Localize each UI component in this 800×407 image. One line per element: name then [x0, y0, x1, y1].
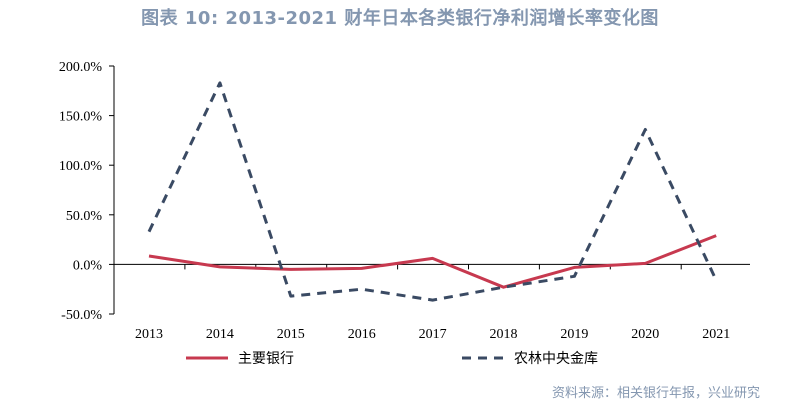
data-point: [217, 264, 222, 269]
data-point: [572, 265, 577, 270]
y-tick-label: 100.0%: [59, 159, 103, 174]
y-tick-label: 0.0%: [73, 258, 103, 273]
y-tick-label: 50.0%: [66, 209, 103, 224]
data-point: [430, 256, 435, 261]
series-line-1: [147, 81, 718, 302]
data-point: [643, 261, 648, 266]
data-point: [359, 266, 364, 271]
y-tick-label: 200.0%: [59, 60, 103, 75]
x-tick-label: 2021: [702, 327, 730, 342]
y-tick-label: -50.0%: [61, 308, 102, 323]
data-point: [714, 278, 719, 283]
x-tick-label: 2013: [135, 327, 163, 342]
legend-label-0: 主要银行: [238, 351, 294, 367]
data-point: [643, 127, 648, 132]
y-tick-label: 150.0%: [59, 110, 103, 125]
x-tick-label: 2020: [631, 327, 659, 342]
x-tick-label: 2018: [490, 327, 518, 342]
data-point: [501, 285, 506, 290]
data-point: [359, 287, 364, 292]
data-point: [217, 80, 222, 85]
series-line-0: [148, 234, 717, 289]
axes: -50.0% 0.0% 50.0% 100.0% 150.0% 200.0% 2013 201…: [59, 60, 750, 342]
x-tick-label: 2014: [206, 327, 234, 342]
legend-label-1: 农林中央金库: [514, 351, 598, 367]
x-tick-label: 2017: [419, 327, 447, 342]
data-point: [572, 274, 577, 279]
source-note: 资料来源：相关银行年报，兴业研究: [551, 386, 760, 401]
series-layer: [147, 80, 719, 303]
chart-title: 图表 10: 2013-2021 财年日本各类银行净利润增长率变化图: [141, 8, 659, 29]
data-point: [288, 267, 293, 272]
legend: 主要银行 农林中央金库: [186, 351, 598, 367]
x-tick-label: 2015: [277, 327, 305, 342]
data-point: [147, 253, 152, 258]
data-point: [288, 294, 293, 299]
x-tick-label: 2019: [560, 327, 588, 342]
data-point: [430, 298, 435, 303]
data-point: [714, 233, 719, 238]
data-point: [147, 229, 152, 234]
x-tick-label: 2016: [348, 327, 376, 342]
